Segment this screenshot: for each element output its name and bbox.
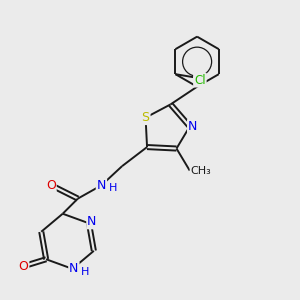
Text: H: H: [108, 183, 117, 193]
Text: O: O: [19, 260, 28, 273]
Text: S: S: [142, 111, 150, 124]
Text: O: O: [46, 179, 56, 192]
Text: Cl: Cl: [194, 74, 206, 87]
Text: N: N: [87, 215, 97, 228]
Text: CH₃: CH₃: [190, 166, 211, 176]
Text: N: N: [97, 179, 106, 192]
Text: N: N: [69, 262, 79, 275]
Text: H: H: [81, 267, 89, 278]
Text: N: N: [188, 120, 197, 133]
